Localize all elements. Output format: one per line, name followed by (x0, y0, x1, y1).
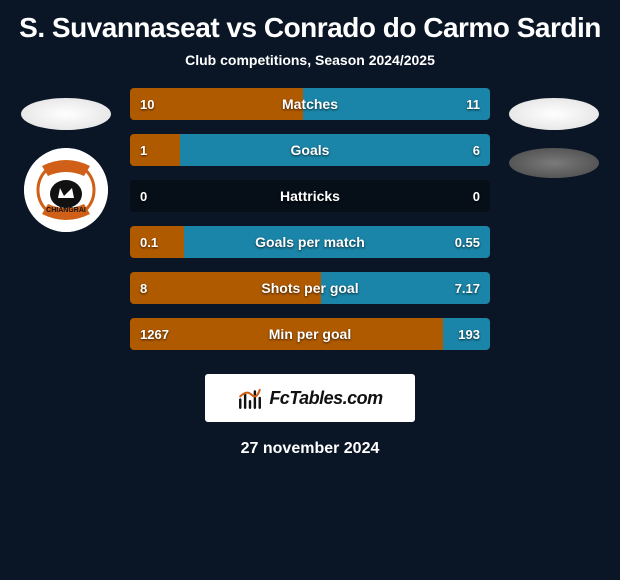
stat-row: 0 0Hattricks (130, 180, 490, 212)
brand-badge: FcTables.com (205, 374, 415, 422)
stat-row: 16Goals (130, 134, 490, 166)
stat-value-left: 0 (140, 180, 147, 212)
page-title: S. Suvannaseat vs Conrado do Carmo Sardi… (0, 0, 620, 52)
page-subtitle: Club competitions, Season 2024/2025 (0, 52, 620, 68)
stat-fill-right (180, 134, 490, 166)
stat-fill-right (303, 88, 490, 120)
stat-fill-left (130, 318, 443, 350)
brand-text: FcTables.com (269, 388, 382, 409)
player-left-photo (21, 98, 111, 130)
club-logo-left: CHIANGRAI (24, 148, 108, 232)
stat-fill-left (130, 272, 321, 304)
svg-text:CHIANGRAI: CHIANGRAI (46, 207, 86, 214)
stat-fill-left (130, 134, 180, 166)
player-right-photo (509, 98, 599, 130)
club-logo-right (509, 148, 599, 178)
comparison-content: CHIANGRAI 1011Matches16Goals00Hattricks0… (0, 88, 620, 350)
stat-fill-right (443, 318, 490, 350)
stat-fill-left (130, 88, 303, 120)
fctables-logo-icon (237, 385, 263, 411)
footer-date: 27 november 2024 (0, 440, 620, 458)
stat-fill-right (321, 272, 490, 304)
stat-fill-left (130, 226, 184, 258)
chiangrai-logo-icon: CHIANGRAI (24, 148, 108, 232)
stat-label: Hattricks (130, 180, 490, 212)
stat-row: 1011Matches (130, 88, 490, 120)
stat-fill-right (184, 226, 490, 258)
stat-bars: 1011Matches 16Goals 0 0Hattricks 0.10.55Goal… (130, 88, 490, 350)
stat-row: 1267193Min per goal (130, 318, 490, 350)
right-player-column (504, 88, 604, 178)
stat-value-right: 0 (473, 180, 480, 212)
stat-row: 0.10.55Goals per match (130, 226, 490, 258)
left-player-column: CHIANGRAI (16, 88, 116, 232)
stat-row: 87.17Shots per goal (130, 272, 490, 304)
